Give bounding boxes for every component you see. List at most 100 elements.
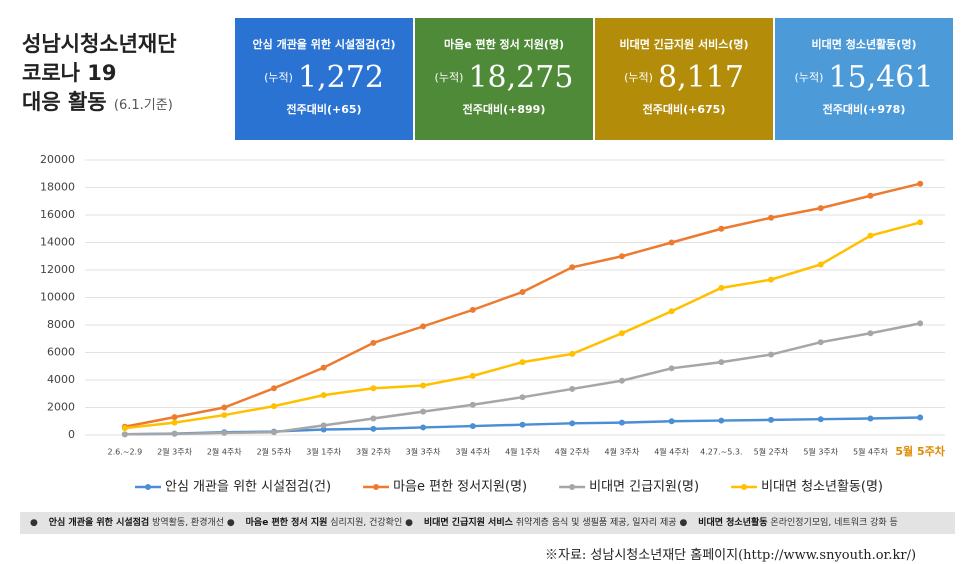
point bbox=[569, 420, 576, 427]
point bbox=[569, 350, 576, 357]
point bbox=[171, 414, 178, 421]
point bbox=[420, 424, 427, 431]
legend-dot bbox=[569, 484, 576, 490]
card-value-row: (누적) 8,117 bbox=[595, 60, 773, 95]
point bbox=[668, 308, 675, 315]
point bbox=[817, 339, 824, 346]
point bbox=[917, 219, 924, 226]
point bbox=[768, 351, 775, 358]
footer-name: 비대면 청소년활동 bbox=[698, 518, 768, 528]
point bbox=[121, 425, 128, 432]
card-title: 안심 개관을 위한 시설점검(건) bbox=[252, 38, 396, 51]
point bbox=[370, 415, 377, 422]
point bbox=[519, 359, 526, 366]
legend-label: 안심 개관을 위한 시설점검(건) bbox=[165, 480, 331, 495]
point bbox=[668, 239, 675, 246]
card-change: 전주대비(+978) bbox=[822, 103, 906, 116]
point bbox=[569, 264, 576, 271]
point bbox=[420, 408, 427, 415]
point bbox=[917, 180, 924, 187]
card-change: 전주대비(+65) bbox=[286, 103, 362, 116]
point bbox=[519, 289, 526, 295]
point bbox=[817, 205, 824, 212]
y-tick-label: 6000 bbox=[47, 346, 75, 359]
x-tick-label: 3월 4주차 bbox=[455, 447, 490, 457]
footer-item: ● 안심 개관을 위한 시설점검 방역활동, 환경개선 bbox=[30, 518, 225, 528]
point bbox=[519, 421, 526, 428]
point bbox=[718, 225, 725, 232]
point bbox=[221, 412, 228, 419]
card-value-row: (누적) 1,272 bbox=[235, 60, 413, 95]
header: 성남시청소년재단 코로나 19 대응 활동 (6.1.기준) bbox=[22, 30, 222, 120]
point bbox=[618, 253, 625, 260]
x-tick-label: 5월 2주차 bbox=[754, 447, 789, 457]
footer-name: 안심 개관을 위한 시설점검 bbox=[48, 518, 150, 528]
y-tick-label: 4000 bbox=[47, 373, 75, 386]
point bbox=[668, 365, 675, 372]
card: 마음e 편한 정서 지원(명) (누적) 18,275 전주대비(+899) bbox=[415, 18, 593, 140]
y-tick-label: 0 bbox=[68, 428, 75, 441]
footer-desc: 방역활동, 환경개선 bbox=[152, 518, 225, 528]
point bbox=[917, 320, 924, 327]
chart: 0 2000 4000 6000 8000 10000 12000 14000 16000 180… bbox=[40, 153, 946, 495]
title-line: 대응 활동 (6.1.기준) bbox=[22, 90, 173, 114]
point bbox=[370, 425, 377, 432]
card-prefix: (누적) bbox=[624, 71, 653, 84]
x-tick-label: 4월 1주차 bbox=[505, 447, 540, 457]
x-tick-label: 2월 5주차 bbox=[257, 447, 292, 457]
point bbox=[171, 430, 178, 437]
point bbox=[420, 323, 427, 330]
point bbox=[867, 415, 874, 422]
point bbox=[768, 214, 775, 221]
legend-dot bbox=[373, 484, 380, 490]
title-line: 성남시청소년재단 bbox=[22, 32, 177, 56]
footer-name: 마음e 편한 정서 지원 bbox=[245, 518, 328, 528]
y-tick-label: 14000 bbox=[40, 236, 75, 249]
y-tick-label: 16000 bbox=[40, 208, 75, 221]
point bbox=[171, 419, 178, 426]
point bbox=[867, 330, 874, 337]
footer-desc: 취약계층 음식 및 생필품 제공, 일자리 제공 bbox=[515, 518, 677, 528]
point bbox=[121, 431, 128, 438]
point bbox=[618, 330, 625, 337]
y-tick-label: 8000 bbox=[47, 318, 75, 331]
card: 안심 개관을 위한 시설점검(건) (누적) 1,272 전주대비(+65) bbox=[235, 18, 413, 140]
point bbox=[718, 359, 725, 366]
point bbox=[817, 416, 824, 423]
point bbox=[270, 385, 277, 392]
legend-dot bbox=[741, 484, 748, 490]
card-title: 마음e 편한 정서 지원(명) bbox=[443, 38, 565, 51]
point bbox=[917, 414, 924, 421]
footer-desc: 심리지원, 건강확인 bbox=[330, 518, 403, 528]
point bbox=[817, 261, 824, 268]
point bbox=[768, 416, 775, 423]
x-tick-label: 3월 3주차 bbox=[406, 447, 441, 457]
x-tick-label: 5월 5주차 bbox=[895, 444, 945, 458]
x-tick-label: 3월 2주차 bbox=[356, 447, 391, 457]
x-tick-label: 2월 3주차 bbox=[157, 447, 192, 457]
legend-label: 비대면 청소년활동(명) bbox=[761, 480, 883, 495]
card-change: 전주대비(+899) bbox=[462, 103, 546, 116]
footer-desc: 온라인정기모임, 네트워크 강화 등 bbox=[770, 518, 898, 528]
point bbox=[270, 429, 277, 436]
card-prefix: (누적) bbox=[264, 71, 293, 84]
legend-label: 비대면 긴급지원(명) bbox=[589, 480, 699, 495]
legend-dot bbox=[145, 484, 151, 490]
footer-item: ● 비대면 긴급지원 서비스 취약계층 음식 및 생필품 제공, 일자리 제공 bbox=[405, 518, 677, 528]
point bbox=[618, 419, 625, 426]
card-title: 비대면 청소년활동(명) bbox=[811, 38, 917, 51]
x-tick-label: 4월 3주차 bbox=[605, 447, 640, 457]
footer-item: ● 마음e 편한 정서 지원 심리지원, 건강확인 bbox=[226, 518, 403, 528]
point bbox=[270, 403, 277, 410]
point bbox=[867, 232, 874, 239]
x-tick-label: 5월 3주차 bbox=[803, 447, 838, 457]
footer: ● 안심 개관을 위한 시설점검 방역활동, 환경개선 ● 마음e 편한 정서 … bbox=[20, 512, 955, 534]
point bbox=[370, 339, 377, 346]
point bbox=[320, 364, 327, 371]
date: (6.1.기준) bbox=[113, 98, 173, 113]
point bbox=[320, 392, 327, 399]
point bbox=[420, 382, 427, 389]
card-value: 15,461 bbox=[828, 60, 934, 95]
x-tick-label: 5월 4주차 bbox=[853, 447, 888, 457]
